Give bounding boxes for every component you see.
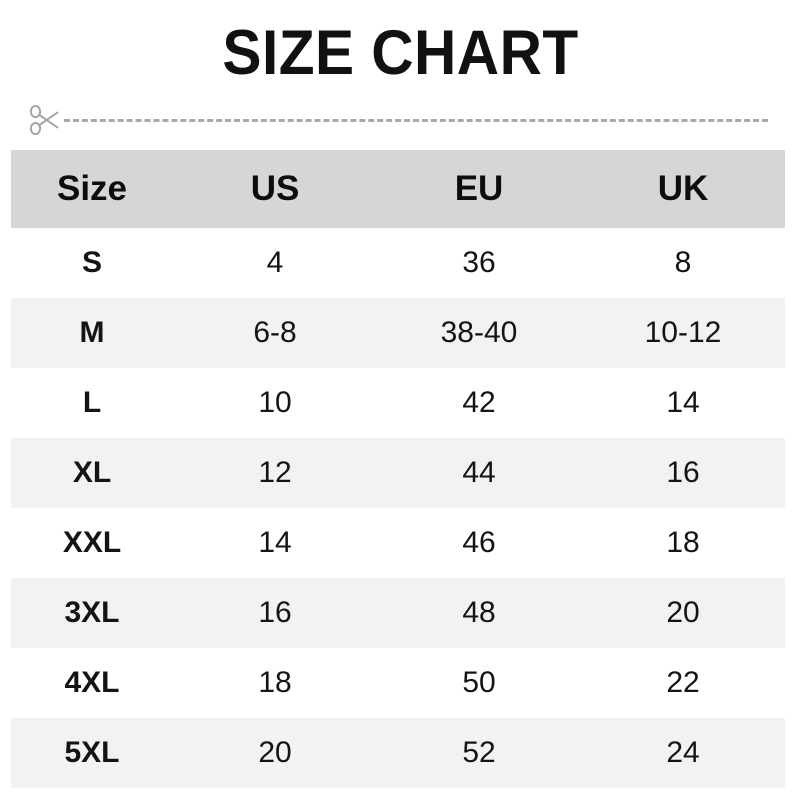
cell-eu: 36 (462, 246, 496, 279)
cell-eu: 48 (462, 596, 496, 629)
cell-uk: 24 (666, 736, 700, 769)
cell-eu: 38-40 (440, 316, 518, 349)
cell-uk: 18 (666, 526, 700, 559)
cell-size: 4XL (64, 666, 120, 699)
title-area: SIZE CHART (0, 22, 800, 85)
cell-size: 5XL (64, 736, 120, 769)
table-body: S 4 36 8 M 6-8 38-40 10-12 L 10 42 14 (11, 228, 785, 788)
table-row: XL 12 44 16 (11, 438, 785, 508)
cell-eu: 44 (462, 456, 496, 489)
cell-us: 14 (258, 526, 292, 559)
table-row: S 4 36 8 (11, 228, 785, 298)
page-title: SIZE CHART (221, 18, 579, 88)
table-row: M 6-8 38-40 10-12 (11, 298, 785, 368)
cell-uk: 10-12 (644, 316, 722, 349)
cell-size: XXL (62, 526, 122, 559)
cell-us: 16 (258, 596, 292, 629)
cell-size: 3XL (64, 596, 120, 629)
cell-size: S (81, 246, 102, 279)
cell-us: 10 (258, 386, 292, 419)
table-header: Size US EU UK (11, 150, 785, 228)
cell-eu: 42 (462, 386, 496, 419)
cell-uk: 8 (674, 246, 692, 279)
cell-uk: 22 (666, 666, 700, 699)
cell-us: 18 (258, 666, 292, 699)
cell-us: 12 (258, 456, 292, 489)
cell-uk: 14 (666, 386, 700, 419)
cell-uk: 16 (666, 456, 700, 489)
cell-eu: 46 (462, 526, 496, 559)
cell-eu: 52 (462, 736, 496, 769)
column-header-size: Size (11, 150, 173, 228)
cell-us: 4 (266, 246, 284, 279)
cut-dashed-line (64, 119, 768, 122)
size-table-container: Size US EU UK S 4 36 8 M 6-8 38-40 10-12 (11, 150, 785, 788)
cell-size: L (82, 386, 102, 419)
cell-size: XL (72, 456, 112, 489)
cell-us: 20 (258, 736, 292, 769)
cell-uk: 20 (666, 596, 700, 629)
column-header-us: US (173, 150, 377, 228)
column-header-eu: EU (377, 150, 581, 228)
cut-here-row (24, 103, 776, 137)
table-row: XXL 14 46 18 (11, 508, 785, 578)
table-row: L 10 42 14 (11, 368, 785, 438)
table-row: 3XL 16 48 20 (11, 578, 785, 648)
scissors-icon (28, 103, 64, 137)
cell-size: M (79, 316, 105, 349)
cell-eu: 50 (462, 666, 496, 699)
table-row: 4XL 18 50 22 (11, 648, 785, 718)
cell-us: 6-8 (253, 316, 297, 349)
column-header-uk: UK (581, 150, 785, 228)
size-table: Size US EU UK S 4 36 8 M 6-8 38-40 10-12 (11, 150, 785, 788)
table-row: 5XL 20 52 24 (11, 718, 785, 788)
table-header-row: Size US EU UK (11, 150, 785, 228)
